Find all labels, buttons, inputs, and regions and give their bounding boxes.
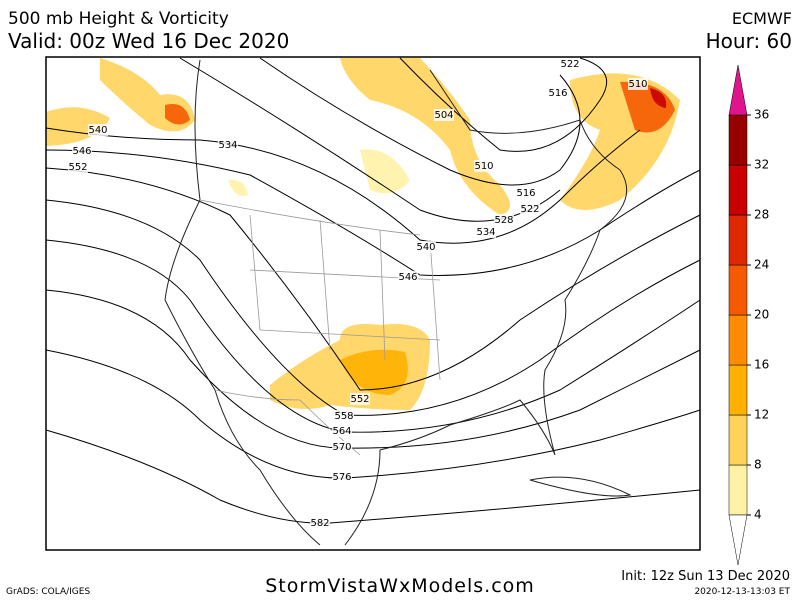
label-backdrop xyxy=(416,241,436,253)
colorbar-swatch xyxy=(728,164,748,216)
colorbar-swatch xyxy=(728,464,748,516)
contour-label: 546 xyxy=(72,146,91,157)
colorbar-under xyxy=(728,514,748,566)
label-backdrop xyxy=(560,58,580,70)
credit: GrADS: COLA/IGES xyxy=(6,587,90,597)
contour-label: 552 xyxy=(68,162,87,173)
label-backdrop xyxy=(72,145,92,157)
contour-label: 558 xyxy=(334,411,353,422)
label-backdrop xyxy=(332,441,352,453)
label-backdrop xyxy=(68,161,88,173)
contour-label: 552 xyxy=(350,394,369,405)
label-backdrop xyxy=(520,203,540,215)
colorbar-tick-label: 12 xyxy=(754,408,769,422)
contour xyxy=(399,57,608,152)
contour-label: 534 xyxy=(218,140,237,151)
label-backdrop xyxy=(548,87,568,99)
title: 500 mb Height & Vorticity xyxy=(8,9,229,29)
colorbar-swatch xyxy=(728,364,748,416)
label-backdrop xyxy=(398,271,418,283)
colorbar-tick-label: 16 xyxy=(754,358,769,372)
vort-area xyxy=(340,58,510,215)
colorbar-tick-label: 36 xyxy=(754,108,769,122)
colorbar-tick-label: 24 xyxy=(754,258,769,272)
label-backdrop xyxy=(434,109,454,121)
init-time: Init: 12z Sun 13 Dec 2020 xyxy=(621,569,790,584)
contour xyxy=(45,429,701,524)
model-name: ECMWF xyxy=(732,9,792,28)
contour-label: 522 xyxy=(520,204,539,215)
colorbar-swatch xyxy=(728,414,748,466)
label-backdrop xyxy=(310,517,330,529)
colorbar-swatch xyxy=(728,264,748,316)
label-backdrop xyxy=(332,425,352,437)
contour-label: 504 xyxy=(434,110,453,121)
east-coast xyxy=(344,69,628,546)
contour xyxy=(45,127,641,244)
cuba xyxy=(529,476,632,497)
contour-label: 564 xyxy=(332,426,351,437)
label-backdrop xyxy=(474,160,494,172)
label-backdrop xyxy=(332,471,352,483)
contour-label: 582 xyxy=(310,518,329,529)
site-name: StormVistaWxModels.com xyxy=(265,575,535,597)
colorbar-swatch xyxy=(728,314,748,366)
colorbar-tick-label: 28 xyxy=(754,208,769,222)
vort-area xyxy=(340,349,408,395)
contour-label: 510 xyxy=(474,161,493,172)
borders xyxy=(199,199,441,456)
forecast-hour: Hour: 60 xyxy=(706,29,792,53)
label-backdrop xyxy=(494,214,514,226)
label-backdrop xyxy=(350,393,370,405)
vort-area xyxy=(165,104,190,125)
timestamp: 2020-12-13-13:03 ET xyxy=(694,587,790,597)
contour xyxy=(179,57,561,222)
contour xyxy=(259,57,581,186)
contour-label: 534 xyxy=(476,227,495,238)
contour-label: 546 xyxy=(398,272,417,283)
colorbar-tick-label: 32 xyxy=(754,158,769,172)
colorbar-tick-label: 4 xyxy=(754,508,762,522)
vort-area xyxy=(360,149,410,194)
map-frame xyxy=(45,56,701,551)
colorbar: 4 8 12 16 20 24 28 32 36 xyxy=(728,64,769,566)
label-backdrop xyxy=(516,187,536,199)
vort-area xyxy=(650,88,667,108)
contour-label: 540 xyxy=(416,242,435,253)
colorbar-swatch xyxy=(728,214,748,266)
contour xyxy=(45,149,701,276)
contour-label: 516 xyxy=(548,88,567,99)
label-backdrop xyxy=(334,410,354,422)
valid-time: Valid: 00z Wed 16 Dec 2020 xyxy=(8,29,289,53)
vorticity-fills xyxy=(46,58,680,410)
west-coast xyxy=(164,59,321,546)
contour-label: 576 xyxy=(332,472,351,483)
label-backdrop xyxy=(628,78,648,90)
contour-label: 522 xyxy=(560,59,579,70)
vort-area xyxy=(46,107,110,146)
label-backdrop xyxy=(218,139,238,151)
label-backdrop xyxy=(476,226,496,238)
contour xyxy=(45,167,701,391)
colorbar-tick-label: 20 xyxy=(754,308,769,322)
contour-label: 540 xyxy=(88,125,107,136)
contour-label: 510 xyxy=(628,79,647,90)
label-backdrop xyxy=(88,124,108,136)
colorbar-swatch xyxy=(728,114,748,166)
us-mexico-border xyxy=(214,389,361,456)
colorbar-over xyxy=(728,64,748,116)
contour-labels: 5225165105045105165225285345405465405465… xyxy=(68,58,648,529)
state-lines xyxy=(249,214,441,381)
vort-area xyxy=(228,179,248,196)
colorbar-tick-label: 8 xyxy=(754,458,762,472)
coastlines xyxy=(164,59,632,546)
contour-label: 528 xyxy=(494,215,513,226)
map: 5225165105045105165225285345405465405465… xyxy=(45,56,701,551)
contour-label: 516 xyxy=(516,188,535,199)
contour-label: 570 xyxy=(332,442,351,453)
